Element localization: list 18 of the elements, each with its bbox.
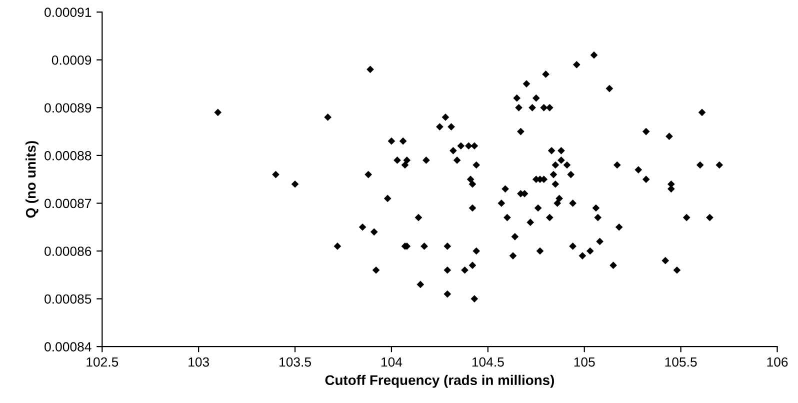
y-tick-label: 0.00087: [44, 198, 92, 208]
y-tick-label: 0.00091: [44, 8, 92, 17]
x-tick-label: 105: [574, 357, 595, 367]
y-tick-label: 0.00088: [44, 151, 92, 160]
x-axis-title: Cutoff Frequency (rads in millions): [325, 374, 554, 388]
x-tick-label: 102.5: [86, 357, 118, 367]
y-tick-label: 0.00084: [44, 342, 92, 352]
y-tick-label: 0.00086: [44, 246, 92, 256]
y-axis-title: Q (no units): [26, 141, 38, 218]
y-tick-label: 0.00089: [44, 103, 92, 113]
x-tick-label: 104.5: [472, 357, 504, 367]
x-tick-label: 105.5: [665, 357, 697, 367]
x-tick-label: 104: [381, 357, 402, 367]
x-tick-label: 103.5: [280, 357, 311, 367]
x-tick-label: 106: [767, 357, 788, 367]
x-tick-label: 103: [188, 357, 210, 367]
y-tick-label: 0.0009: [52, 55, 92, 65]
y-tick-label: 0.00085: [44, 294, 92, 304]
